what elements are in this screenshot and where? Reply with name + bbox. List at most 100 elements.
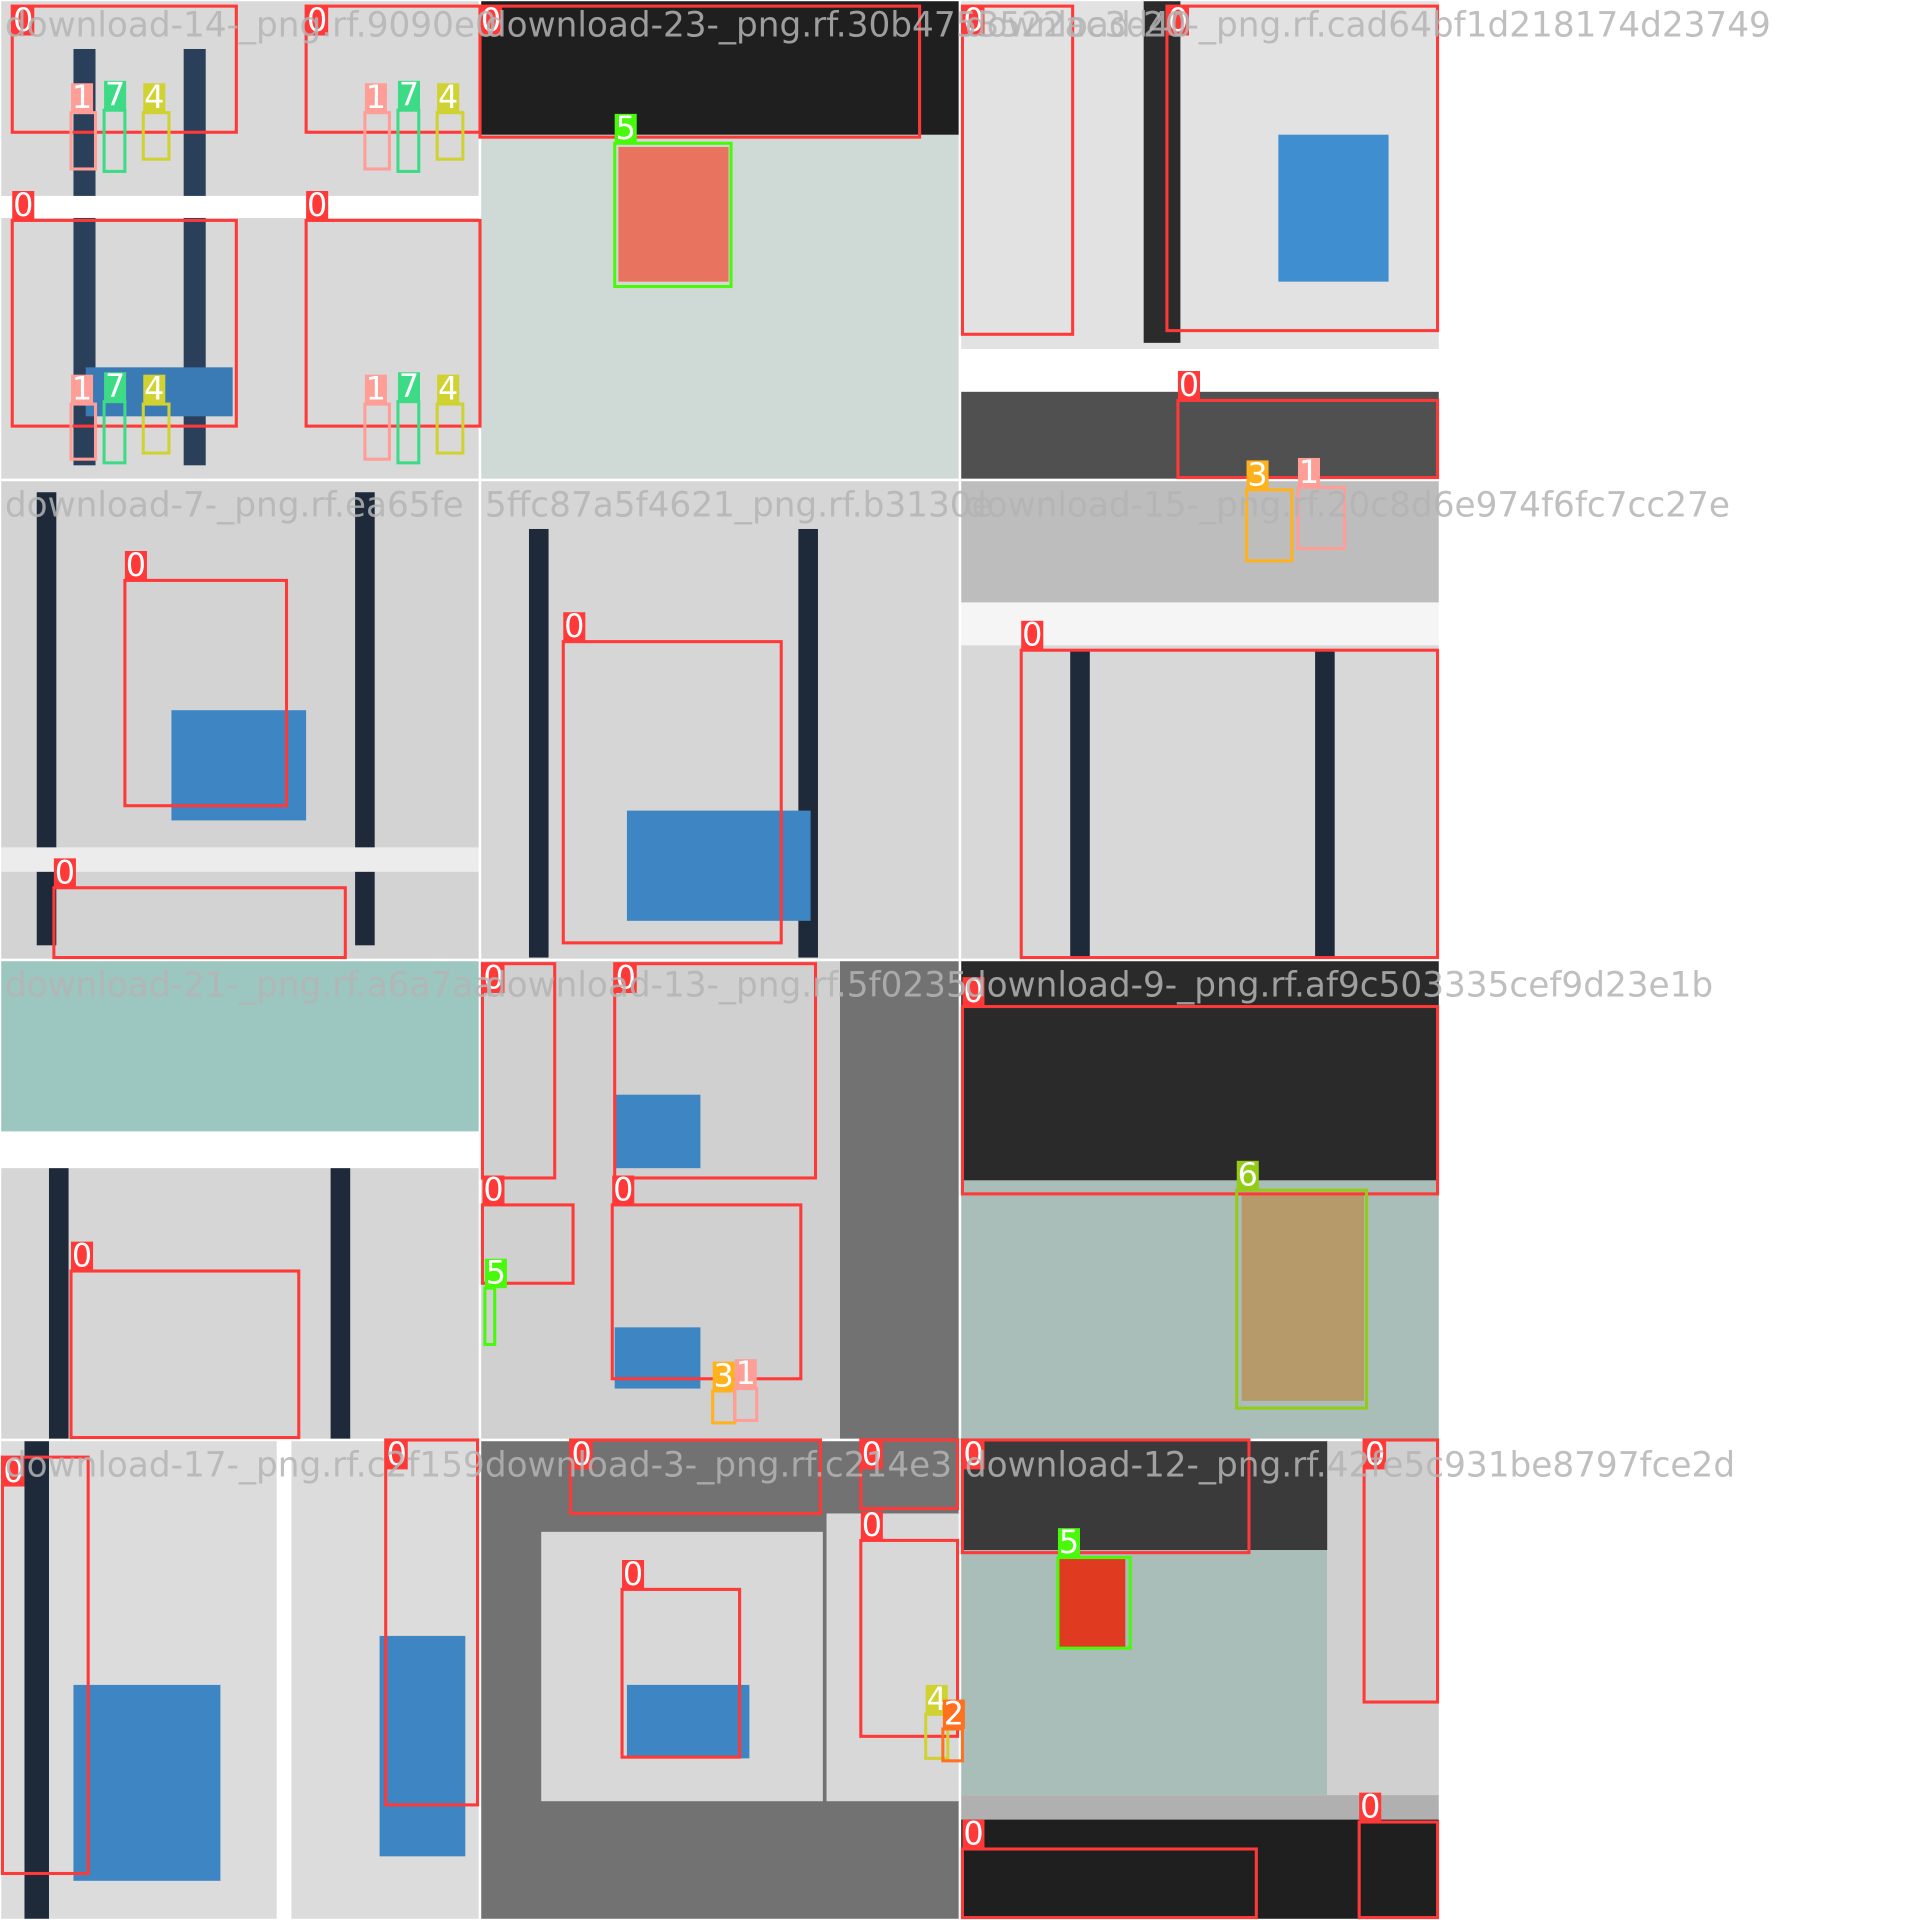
photo-region <box>528 528 549 958</box>
label-background <box>1364 1440 1387 1470</box>
class-label: 3 <box>1247 455 1267 493</box>
label-background <box>480 6 503 36</box>
photo-region <box>541 1531 823 1802</box>
class-label: 0 <box>623 1555 643 1593</box>
label-background <box>53 858 76 888</box>
class-label: 0 <box>963 972 983 1010</box>
class-label: 0 <box>1179 366 1199 404</box>
bounding-box <box>1165 4 1440 333</box>
photo-region <box>614 1094 701 1169</box>
label-background <box>482 963 505 994</box>
photo-region <box>379 1635 466 1857</box>
class-label: 0 <box>571 1435 591 1473</box>
label-background <box>925 1684 948 1715</box>
class-label: 0 <box>963 1435 983 1473</box>
photo-region <box>626 1684 750 1759</box>
bounding-box <box>960 1847 1258 1920</box>
filename: download-23-_png.rf.30b4753522ac3d40 <box>485 5 1192 45</box>
label-background <box>962 1819 985 1849</box>
bounding-box <box>1245 488 1294 563</box>
class-label: 1 <box>1299 453 1319 491</box>
class-label: 5 <box>486 1254 506 1292</box>
bounding-box <box>613 962 818 1180</box>
label-background <box>12 6 35 36</box>
photo-region <box>48 1168 69 1440</box>
class-label: 4 <box>927 1680 947 1718</box>
photo-region <box>618 146 729 282</box>
photo-region <box>960 645 1440 960</box>
label-background <box>1359 1792 1382 1823</box>
label-background <box>563 612 586 642</box>
label-background <box>712 1361 735 1392</box>
bounding-box <box>480 962 557 1180</box>
class-label: 0 <box>13 1 33 39</box>
photo-region <box>0 1131 480 1169</box>
label-background <box>364 83 387 113</box>
class-label: 0 <box>613 1170 633 1208</box>
photo-region <box>626 810 811 921</box>
label-background <box>306 6 329 36</box>
label-background <box>1297 457 1320 488</box>
bounding-box <box>561 640 783 945</box>
label-background <box>124 551 147 581</box>
photo-region <box>276 1440 292 1920</box>
label-background <box>385 1440 408 1470</box>
bounding-box <box>384 1438 480 1807</box>
class-label: 1 <box>736 1354 756 1392</box>
bounding-box <box>1235 1188 1369 1410</box>
label-background <box>612 1175 635 1205</box>
class-label: 4 <box>144 370 164 408</box>
bounding-box <box>69 1269 301 1440</box>
bounding-box <box>123 578 289 808</box>
class-label: 0 <box>1168 1 1188 39</box>
label-background <box>962 6 985 36</box>
class-label: 0 <box>1360 1788 1380 1826</box>
label-background <box>12 191 35 221</box>
label-background <box>437 83 460 113</box>
photo-region <box>0 960 480 1132</box>
class-label: 7 <box>399 367 419 405</box>
class-label: 4 <box>144 78 164 116</box>
photo-region <box>1057 1556 1126 1649</box>
photo-region <box>183 48 206 466</box>
filename: 5ffc87a5f4621_png.rf.b3130e <box>485 485 993 525</box>
filenames: download-14-_png.rf.9090e0download-23-_p… <box>5 5 1771 1485</box>
class-label: 0 <box>3 1452 23 1490</box>
class-label: 1 <box>72 370 92 408</box>
label-background <box>962 977 985 1007</box>
label-background <box>2 1457 25 1487</box>
photo-region <box>36 492 57 946</box>
label-background <box>484 1258 507 1289</box>
class-label: 4 <box>438 370 458 408</box>
class-label: 2 <box>944 1695 964 1733</box>
label-background <box>614 113 637 144</box>
bounding-box <box>613 141 733 289</box>
label-background <box>614 963 637 994</box>
class-label: 7 <box>105 367 125 405</box>
label-background <box>71 83 94 113</box>
class-label: 0 <box>862 1506 882 1544</box>
class-label: 0 <box>862 1435 882 1473</box>
photo-region <box>1241 1192 1365 1401</box>
photo-region <box>330 1168 351 1440</box>
class-label: 3 <box>714 1357 734 1395</box>
bounding-box <box>620 1587 742 1759</box>
photo-region <box>480 0 960 135</box>
filename: download-12-_png.rf.42fe5c931be8797fce2d <box>965 1445 1735 1485</box>
class-label: 0 <box>616 959 636 997</box>
label-background <box>397 372 420 402</box>
bounding-box <box>960 4 1075 336</box>
bounding-box <box>859 1538 960 1738</box>
photo-region <box>0 1168 480 1440</box>
photo-region <box>1070 651 1090 958</box>
photo-region <box>960 391 1440 480</box>
bounding-box <box>859 1438 960 1511</box>
photo-region <box>1315 651 1335 958</box>
label-background <box>143 374 166 405</box>
label-background <box>1246 460 1269 490</box>
class-label: 0 <box>387 1435 407 1473</box>
photo-region <box>1327 1440 1440 1796</box>
label-background <box>622 1560 645 1590</box>
